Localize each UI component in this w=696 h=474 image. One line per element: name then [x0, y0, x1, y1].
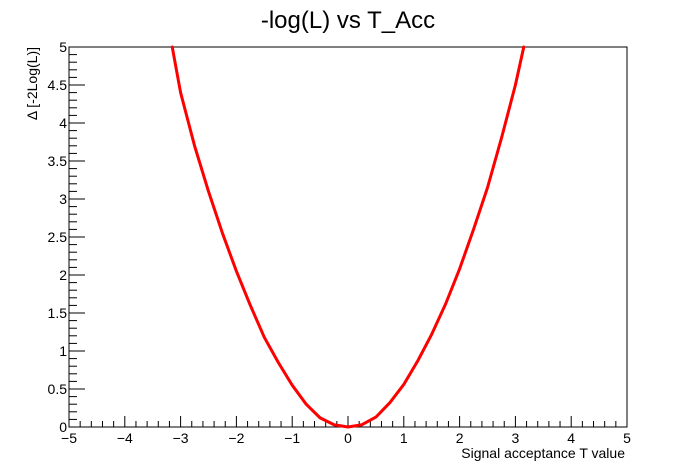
y-axis: 0 0.5 1 1.5 2 2.5 3 3.5 4 4.5 5 [48, 39, 85, 435]
y-tick-label: 3.5 [48, 153, 68, 169]
y-tick-label: 2 [59, 267, 67, 283]
y-tick-label: 1 [59, 343, 67, 359]
plot-area [68, 46, 628, 428]
x-tick-label: −4 [117, 430, 133, 446]
y-tick-label: 3 [59, 191, 67, 207]
x-tick-label: −2 [228, 430, 244, 446]
series-layer [170, 45, 526, 429]
x-tick-label: 1 [400, 430, 408, 446]
chart-title: -log(L) vs T_Acc [261, 7, 435, 34]
y-tick-label: 2.5 [48, 229, 68, 245]
x-axis-title: Signal acceptance T value [461, 445, 625, 461]
series-line [170, 45, 526, 429]
x-tick-label: −5 [61, 430, 77, 446]
x-tick-label: −1 [284, 430, 300, 446]
plot-frame [68, 46, 628, 428]
x-tick-label: 3 [512, 430, 520, 446]
y-tick-label: 1.5 [48, 305, 68, 321]
x-tick-label: 0 [344, 430, 352, 446]
x-tick-label: 4 [567, 430, 575, 446]
y-tick-label: 4 [59, 115, 67, 131]
x-axis: −5 −4 −3 −2 −1 0 1 2 3 4 5 [61, 416, 631, 446]
x-tick-label: 2 [456, 430, 464, 446]
y-tick-label: 5 [59, 39, 67, 55]
y-tick-label: 0 [59, 419, 67, 435]
y-axis-title: Δ [-2Log(L)] [24, 47, 40, 120]
x-tick-label: 5 [623, 430, 631, 446]
x-tick-label: −3 [173, 430, 189, 446]
y-tick-label: 0.5 [48, 381, 68, 397]
y-tick-label: 4.5 [48, 77, 68, 93]
